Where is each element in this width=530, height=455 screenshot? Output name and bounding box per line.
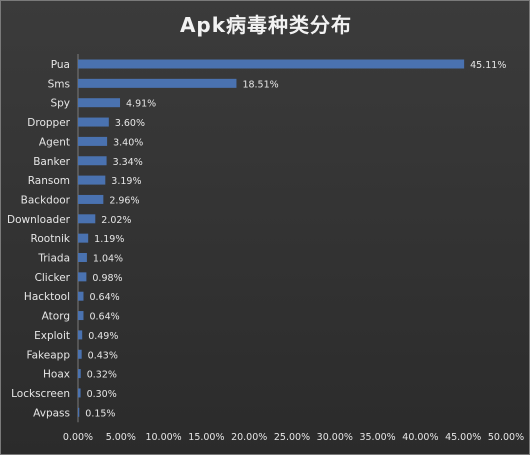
x-tick-label: 30.00%	[317, 432, 353, 443]
bar	[78, 407, 80, 417]
x-tick-label: 45.00%	[445, 432, 481, 443]
value-label: 4.91%	[126, 99, 156, 110]
category-label: Lockscreen	[11, 388, 70, 400]
bar	[78, 59, 465, 69]
category-label: Rootnik	[31, 233, 71, 245]
x-tick-label: 15.00%	[188, 432, 224, 443]
bar	[78, 175, 106, 185]
category-label: Backdoor	[21, 194, 71, 206]
value-label: 3.34%	[113, 157, 143, 168]
x-tick-label: 25.00%	[274, 432, 310, 443]
category-label: Pua	[51, 59, 70, 71]
bar	[78, 136, 108, 146]
category-label: Dropper	[27, 117, 70, 129]
value-label: 45.11%	[470, 60, 506, 71]
x-tick-label: 5.00%	[106, 432, 136, 443]
category-label: Clicker	[35, 272, 71, 284]
bar	[78, 272, 87, 282]
value-label: 0.30%	[87, 389, 117, 400]
value-label: 0.64%	[89, 292, 119, 303]
x-tick-label: 10.00%	[145, 432, 181, 443]
value-label: 2.96%	[109, 195, 139, 206]
bar	[78, 117, 109, 127]
category-label: Sms	[48, 78, 70, 90]
bar	[78, 156, 107, 166]
category-label: Avpass	[33, 407, 70, 419]
bar	[78, 253, 87, 262]
x-tick-label: 50.00%	[488, 432, 524, 443]
bar	[78, 78, 237, 88]
category-label: Hacktool	[24, 291, 70, 303]
value-label: 0.64%	[89, 312, 119, 323]
category-label: Banker	[33, 156, 70, 168]
bar	[78, 98, 121, 108]
category-label: Spy	[50, 98, 70, 110]
value-label: 2.02%	[101, 215, 131, 226]
value-label: 18.51%	[242, 79, 278, 90]
category-label: Triada	[37, 253, 70, 265]
bar	[78, 291, 84, 301]
value-label: 0.15%	[85, 408, 115, 419]
category-label: Hoax	[43, 369, 70, 381]
chart-title: Apk病毒种类分布	[179, 13, 353, 37]
value-label: 0.49%	[88, 331, 118, 342]
x-tick-label: 20.00%	[231, 432, 267, 443]
category-label: Agent	[39, 136, 70, 148]
category-label: Atorg	[42, 311, 70, 323]
bar	[78, 194, 104, 204]
bar	[78, 311, 84, 321]
bar	[78, 388, 81, 398]
x-tick-label: 40.00%	[402, 432, 438, 443]
category-label: Downloader	[7, 214, 71, 226]
value-label: 0.32%	[87, 370, 117, 381]
bar	[78, 214, 96, 224]
bar	[78, 330, 83, 340]
bar	[78, 349, 82, 359]
category-label: Ransom	[28, 175, 70, 187]
bar	[78, 369, 81, 379]
value-label: 1.04%	[93, 254, 123, 265]
category-label: Exploit	[34, 330, 70, 342]
value-label: 1.19%	[94, 234, 124, 245]
value-label: 3.40%	[113, 137, 143, 148]
x-tick-label: 0.00%	[63, 432, 93, 443]
value-label: 0.98%	[92, 273, 122, 284]
value-label: 3.60%	[115, 118, 145, 129]
x-tick-label: 35.00%	[359, 432, 395, 443]
value-label: 3.19%	[111, 176, 141, 187]
value-label: 0.43%	[88, 350, 118, 361]
category-label: Fakeapp	[27, 349, 71, 361]
bar	[78, 233, 89, 243]
